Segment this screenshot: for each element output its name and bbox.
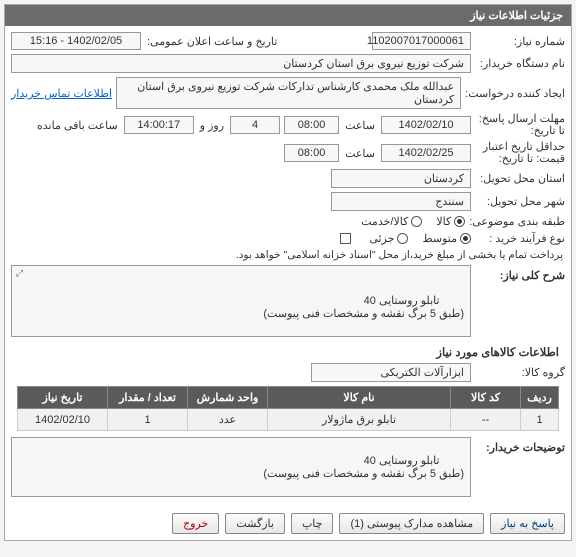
city-label: شهر محل تحویل:	[475, 195, 565, 208]
requester-label: ایجاد کننده درخواست:	[465, 87, 565, 100]
need-details-panel: جزئیات اطلاعات نیاز شماره نیاز: 11020070…	[4, 4, 572, 541]
row-validity: حداقل تاریخ اعتبار قیمت: تا تاریخ: 1402/…	[11, 141, 565, 165]
row-buyer: نام دستگاه خریدار: شرکت توزیع نیروی برق …	[11, 54, 565, 73]
buyer-desc-value: تابلو روستایی 40 (طبق 5 برگ نقشه و مشخصا…	[263, 455, 464, 480]
deadline-date: 1402/02/10	[381, 116, 471, 134]
announce-value: 1402/02/05 - 15:16	[11, 32, 141, 50]
province-label: استان محل تحویل:	[475, 172, 565, 185]
deadline-label-1: مهلت ارسال پاسخ:	[479, 113, 565, 125]
radio-service-dot	[411, 216, 422, 227]
th-row: ردیف	[521, 387, 559, 409]
summary-value-box: ⤢ تابلو روستایی 40 (طبق 5 برگ نقشه و مشخ…	[11, 265, 471, 337]
process-options: متوسط جزئی	[369, 232, 471, 245]
items-section-title: اطلاعات کالاهای مورد نیاز	[11, 341, 565, 363]
buyer-value: شرکت توزیع نیروی برق استان کردستان	[11, 54, 471, 73]
td-unit: عدد	[188, 409, 268, 431]
th-unit: واحد شمارش	[188, 387, 268, 409]
validity-label: حداقل تاریخ اعتبار قیمت: تا تاریخ:	[475, 141, 565, 165]
items-table: ردیف کد کالا نام کالا واحد شمارش تعداد /…	[17, 386, 559, 431]
attach-button[interactable]: مشاهده مدارک پیوستی (1)	[339, 513, 484, 534]
expand-icon[interactable]: ⤢	[14, 268, 25, 279]
th-qty: تعداد / مقدار	[108, 387, 188, 409]
td-row: 1	[521, 409, 559, 431]
deadline-remain-label: ساعت باقی مانده	[35, 119, 120, 132]
td-name: تابلو برق ماژولار	[268, 409, 451, 431]
process-label: نوع فرآیند خرید :	[475, 232, 565, 245]
radio-medium[interactable]: متوسط	[422, 232, 471, 245]
radio-service[interactable]: کالا/خدمت	[361, 215, 422, 228]
table-header-row: ردیف کد کالا نام کالا واحد شمارش تعداد /…	[18, 387, 559, 409]
validity-date: 1402/02/25	[381, 144, 471, 162]
radio-partial-dot	[397, 233, 408, 244]
need-no-value: 1102007017000061	[372, 32, 471, 50]
treasury-note: پرداخت تمام یا بخشی از مبلغ خرید،از محل …	[234, 249, 565, 261]
deadline-remain: 14:00:17	[124, 116, 194, 134]
buyer-contact-link[interactable]: اطلاعات تماس خریدار	[11, 87, 112, 100]
th-date: تاریخ نیاز	[18, 387, 108, 409]
group-label: گروه کالا:	[475, 366, 565, 379]
print-button[interactable]: چاپ	[291, 513, 334, 534]
row-group: گروه کالا: ابزارآلات الکتریکی	[11, 363, 565, 382]
treasury-checkbox[interactable]	[340, 233, 351, 244]
group-value: ابزارآلات الکتریکی	[311, 363, 471, 382]
th-name: نام کالا	[268, 387, 451, 409]
validity-label-2: قیمت: تا تاریخ:	[499, 153, 565, 165]
radio-partial[interactable]: جزئی	[369, 232, 408, 245]
summary-value: تابلو روستایی 40 (طبق 5 برگ نقشه و مشخصا…	[263, 295, 464, 320]
radio-medium-label: متوسط	[422, 232, 457, 245]
requester-value: عبدالله ملک محمدی کارشناس تدارکات شرکت ت…	[116, 77, 461, 109]
table-row: 1 -- تابلو برق ماژولار عدد 1 1402/02/10	[18, 409, 559, 431]
city-value: سنندج	[331, 192, 471, 211]
radio-goods-dot	[454, 216, 465, 227]
row-need-number: شماره نیاز: 1102007017000061 تاریخ و ساع…	[11, 32, 565, 50]
validity-label-1: حداقل تاریخ اعتبار	[483, 141, 565, 153]
buyer-desc-label: توضیحات خریدار:	[475, 437, 565, 454]
row-requester: ایجاد کننده درخواست: عبدالله ملک محمدی ک…	[11, 77, 565, 109]
row-city: شهر محل تحویل: سنندج	[11, 192, 565, 211]
province-value: کردستان	[331, 169, 471, 188]
panel-title: جزئیات اطلاعات نیاز	[5, 5, 571, 26]
form-body: شماره نیاز: 1102007017000061 تاریخ و ساع…	[5, 26, 571, 507]
row-summary: شرح کلی نیاز: ⤢ تابلو روستایی 40 (طبق 5 …	[11, 265, 565, 337]
td-code: --	[451, 409, 521, 431]
radio-service-label: کالا/خدمت	[361, 215, 408, 228]
category-label: طبقه بندی موضوعی:	[469, 215, 565, 228]
validity-time-label: ساعت	[343, 147, 377, 160]
radio-goods[interactable]: کالا	[436, 215, 465, 228]
buyer-label: نام دستگاه خریدار:	[475, 57, 565, 70]
radio-medium-dot	[460, 233, 471, 244]
row-buyer-desc: توضیحات خریدار: تابلو روستایی 40 (طبق 5 …	[11, 437, 565, 497]
items-table-wrap: ردیف کد کالا نام کالا واحد شمارش تعداد /…	[11, 386, 565, 437]
th-code: کد کالا	[451, 387, 521, 409]
radio-goods-label: کالا	[436, 215, 451, 228]
deadline-label-2: تا تاریخ:	[531, 125, 565, 137]
td-qty: 1	[108, 409, 188, 431]
deadline-label: مهلت ارسال پاسخ: تا تاریخ:	[475, 113, 565, 137]
radio-partial-label: جزئی	[369, 232, 394, 245]
deadline-days-label: روز و	[198, 119, 226, 132]
summary-label: شرح کلی نیاز:	[475, 265, 565, 282]
validity-time: 08:00	[284, 144, 339, 162]
back-button[interactable]: بازگشت	[225, 513, 285, 534]
category-options: کالا کالا/خدمت	[361, 215, 465, 228]
deadline-days: 4	[230, 116, 280, 134]
row-process: نوع فرآیند خرید : متوسط جزئی پرداخت تمام…	[11, 232, 565, 261]
announce-label: تاریخ و ساعت اعلان عمومی:	[145, 35, 279, 48]
td-date: 1402/02/10	[18, 409, 108, 431]
button-row: پاسخ به نیاز مشاهده مدارک پیوستی (1) چاپ…	[5, 507, 571, 540]
need-no-label: شماره نیاز:	[475, 35, 565, 48]
row-category: طبقه بندی موضوعی: کالا کالا/خدمت	[11, 215, 565, 228]
row-deadline: مهلت ارسال پاسخ: تا تاریخ: 1402/02/10 سا…	[11, 113, 565, 137]
deadline-time: 08:00	[284, 116, 339, 134]
buyer-desc-value-box: تابلو روستایی 40 (طبق 5 برگ نقشه و مشخصا…	[11, 437, 471, 497]
row-province: استان محل تحویل: کردستان	[11, 169, 565, 188]
reply-button[interactable]: پاسخ به نیاز	[490, 513, 565, 534]
exit-button[interactable]: خروج	[172, 513, 219, 534]
deadline-time-label: ساعت	[343, 119, 377, 132]
